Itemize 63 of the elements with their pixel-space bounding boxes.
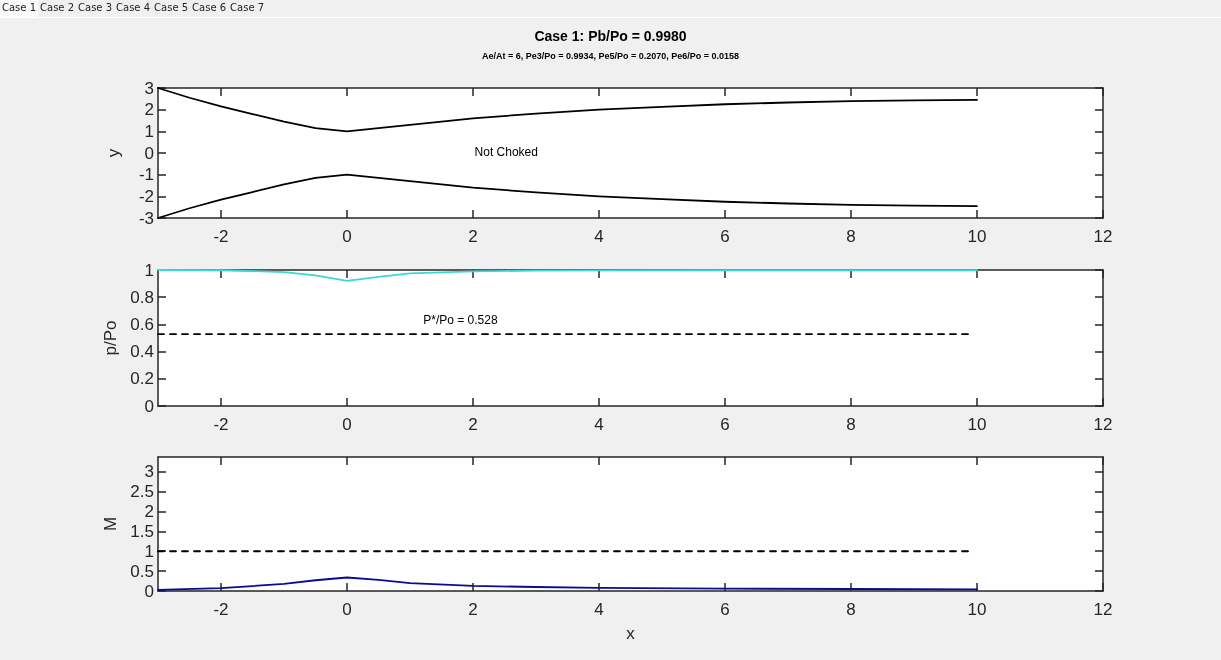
line-series xyxy=(157,269,978,282)
x-tick-label: 6 xyxy=(720,227,730,246)
y-tick-label: 0.6 xyxy=(130,314,154,334)
y-tick-label: 0.2 xyxy=(130,369,154,389)
x-tick-label: 12 xyxy=(1093,415,1113,434)
x-tick-label: 8 xyxy=(846,415,856,434)
x-axis-title: x xyxy=(626,624,636,643)
y-tick-label: -1 xyxy=(138,165,154,185)
y-tick-label: 3 xyxy=(144,462,154,482)
x-tick-label: 2 xyxy=(468,415,478,434)
y-tick-label: 1 xyxy=(144,541,154,561)
y-tick-label: 2 xyxy=(144,100,154,120)
y-tick-label: 1.5 xyxy=(130,521,154,541)
y-axis-title: M xyxy=(101,516,121,532)
annotation: P*/Po = 0.528 xyxy=(423,313,498,328)
y-axis-title: p/Po xyxy=(101,320,121,356)
line-series xyxy=(157,87,978,133)
chart-title: Case 1: Pb/Po = 0.9980 xyxy=(534,28,687,44)
x-tick-label: 0 xyxy=(342,227,352,246)
text: Case 3 xyxy=(77,1,114,15)
line-series xyxy=(157,173,978,219)
y-tick-label: -3 xyxy=(138,208,154,228)
y-tick-label: 0.4 xyxy=(130,342,154,362)
x-tick-label: 8 xyxy=(846,227,856,246)
text: Case 5 xyxy=(153,1,190,15)
x-tick-label: 4 xyxy=(594,415,604,434)
x-tick-label: 4 xyxy=(594,227,604,246)
text: Case 4 xyxy=(115,1,152,15)
y-axis-title: y xyxy=(104,148,123,158)
text: Case 2 xyxy=(39,1,76,15)
x-tick-label: -2 xyxy=(213,415,229,434)
y-tick-label: 0 xyxy=(144,143,154,163)
y-tick-label: 1 xyxy=(144,121,154,141)
y-tick-label: 0.8 xyxy=(130,287,154,307)
line-series xyxy=(157,576,978,591)
y-tick-label: 1 xyxy=(144,260,154,280)
x-tick-label: -2 xyxy=(213,600,229,619)
x-tick-label: 6 xyxy=(720,415,730,434)
x-tick-label: 10 xyxy=(967,227,987,246)
x-tick-label: 0 xyxy=(342,600,352,619)
x-tick-label: 6 xyxy=(720,600,730,619)
x-tick-label: 2 xyxy=(468,227,478,246)
chart-subtitle: Ae/At = 6, Pe3/Po = 0.9934, Pe5/Po = 0.2070, Pe6/Po = 0.0158 xyxy=(481,50,740,61)
x-tick-label: 0 xyxy=(342,415,352,434)
x-tick-label: 10 xyxy=(967,600,987,619)
x-tick-label: -2 xyxy=(213,227,229,246)
y-tick-label: 0 xyxy=(144,581,154,601)
y-tick-label: -2 xyxy=(138,186,154,206)
text: Case 1 xyxy=(0,0,39,17)
x-tick-label: 10 xyxy=(967,415,987,434)
y-tick-label: 0 xyxy=(144,396,154,416)
y-tick-label: 3 xyxy=(144,78,154,98)
x-tick-label: 12 xyxy=(1093,227,1113,246)
y-tick-label: 2 xyxy=(144,501,154,521)
annotation: Not Choked xyxy=(474,145,538,159)
y-tick-label: 0.5 xyxy=(130,561,154,581)
x-tick-label: 2 xyxy=(468,600,478,619)
text: Case 7 xyxy=(229,1,266,15)
text: Case 6 xyxy=(191,1,228,15)
x-tick-label: 12 xyxy=(1093,600,1113,619)
x-tick-label: 8 xyxy=(846,600,856,619)
y-tick-label: 2.5 xyxy=(130,482,154,502)
x-tick-label: 4 xyxy=(594,600,604,619)
